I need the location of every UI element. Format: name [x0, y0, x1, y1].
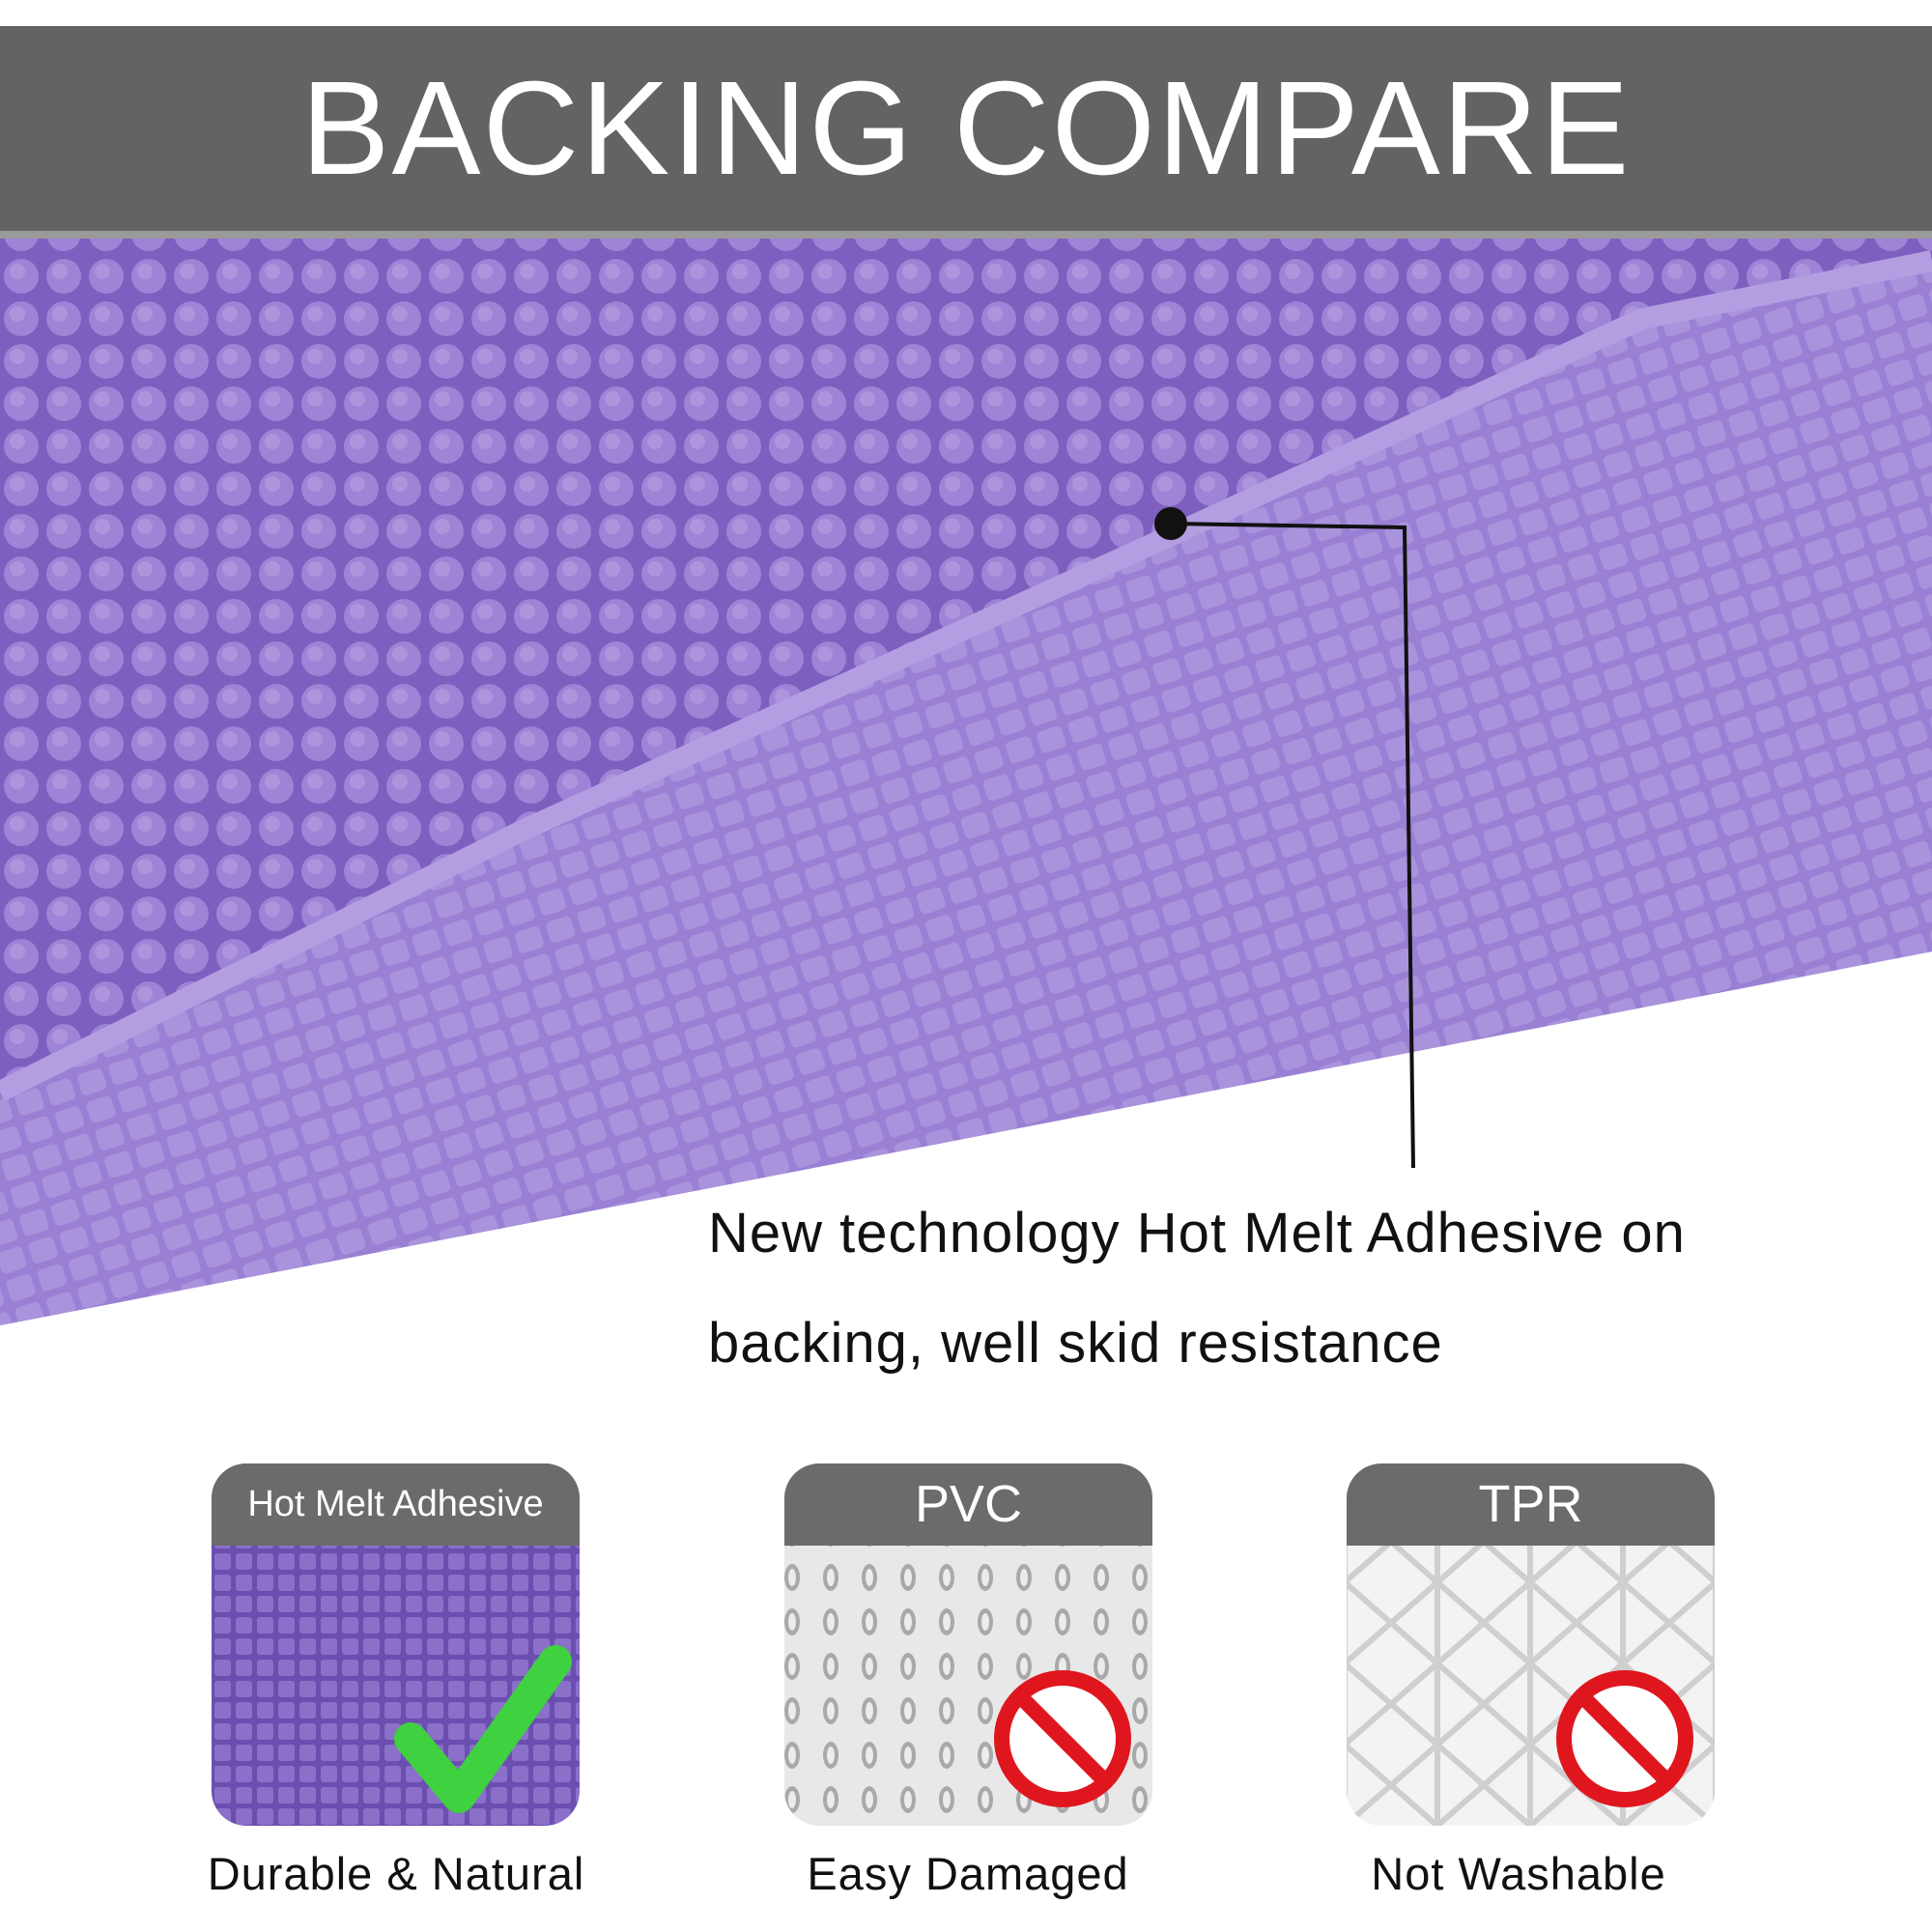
- header-band: [0, 26, 1932, 231]
- card-caption: Easy Damaged: [807, 1848, 1129, 1899]
- callout-text: New technology Hot Melt Adhesive on back…: [708, 1202, 1686, 1375]
- header-edge: [0, 231, 1932, 239]
- card-hot-melt: [212, 1463, 580, 1826]
- card-label: Hot Melt Adhesive: [247, 1484, 544, 1524]
- card-label: PVC: [914, 1475, 1023, 1533]
- mat-backing: [0, 261, 1932, 1325]
- card-caption: Not Washable: [1371, 1848, 1666, 1899]
- card-pvc: [784, 1463, 1152, 1826]
- card-label: TPR: [1478, 1475, 1583, 1533]
- card-tpr: [1347, 1463, 1715, 1826]
- card-caption: Durable & Natural: [207, 1848, 585, 1899]
- title: BACKING COMPARE: [300, 54, 1632, 203]
- mat-seam: [0, 250, 1932, 1101]
- callout-line: [1170, 522, 1415, 1169]
